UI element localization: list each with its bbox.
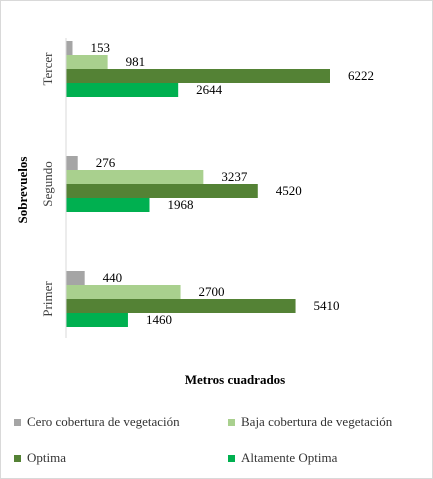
- legend-item-1: Cero cobertura de vegetación: [14, 414, 180, 430]
- bar-primer-series-2: [66, 285, 181, 299]
- legend-label-4: Altamente Optima: [241, 450, 338, 465]
- value-label-segundo-series-4: 1968: [168, 197, 194, 212]
- category-label-primer: Primer: [40, 281, 55, 317]
- value-label-primer-series-2: 2700: [199, 284, 225, 299]
- legend-label-1: Cero cobertura de vegetación: [27, 414, 180, 429]
- value-label-primer-series-1: 440: [103, 270, 123, 285]
- value-label-segundo-series-1: 276: [96, 155, 116, 170]
- value-label-tercer-series-4: 2644: [196, 82, 223, 97]
- legend-item-4: Altamente Optima: [228, 450, 337, 466]
- bar-segundo-series-1: [66, 156, 78, 170]
- legend-swatch-3: [14, 454, 21, 462]
- bar-tercer-series-1: [66, 41, 73, 55]
- bar-tercer-series-2: [66, 55, 108, 69]
- bar-primer-series-1: [66, 271, 85, 285]
- bar-segundo-series-3: [66, 184, 258, 198]
- bars-layer: [66, 41, 330, 327]
- bar-segundo-series-4: [66, 198, 150, 212]
- legend-swatch-1: [14, 418, 21, 426]
- value-label-primer-series-4: 1460: [146, 312, 172, 327]
- category-label-tercer: Tercer: [40, 52, 55, 86]
- value-label-tercer-series-1: 153: [90, 40, 110, 55]
- value-labels-layer: 153 981 6222 2644 276 3237 4520 1968 440 2700 5410…: [90, 40, 374, 327]
- legend-label-2: Baja cobertura de vegetación: [241, 414, 393, 429]
- legend-item-2: Baja cobertura de vegetación: [228, 414, 392, 430]
- category-labels-layer: Tercer Segundo Primer: [40, 52, 55, 317]
- bar-tercer-series-4: [66, 83, 179, 97]
- bar-primer-series-3: [66, 299, 296, 313]
- value-label-segundo-series-3: 4520: [276, 183, 302, 198]
- value-label-primer-series-3: 5410: [314, 298, 340, 313]
- category-label-segundo: Segundo: [40, 161, 55, 207]
- legend: Cero cobertura de vegetación Baja cobertu…: [14, 414, 424, 474]
- value-label-tercer-series-3: 6222: [348, 68, 374, 83]
- y-axis-title: Sobrevuelos: [15, 157, 30, 224]
- legend-swatch-2: [228, 418, 235, 426]
- bar-tercer-series-3: [66, 69, 330, 83]
- legend-item-3: Optima: [14, 450, 66, 466]
- x-axis-title: Metros cuadrados: [185, 372, 286, 387]
- legend-label-3: Optima: [27, 450, 66, 465]
- value-label-segundo-series-2: 3237: [221, 169, 248, 184]
- bar-primer-series-4: [66, 313, 128, 327]
- bar-segundo-series-2: [66, 170, 204, 184]
- legend-swatch-4: [228, 454, 235, 462]
- value-label-tercer-series-2: 981: [126, 54, 146, 69]
